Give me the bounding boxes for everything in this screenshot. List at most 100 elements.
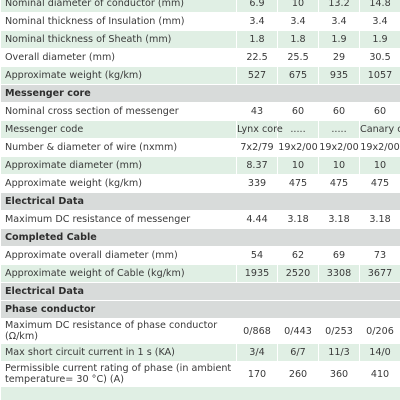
cell-value: 3/4 (236, 343, 278, 362)
section-title: Electrical Data (0, 192, 400, 211)
cell-value: 3308 (318, 264, 360, 283)
cell-value: 60 (318, 102, 360, 121)
cell-value: 13.2 (318, 0, 360, 13)
row-label: Approximate weight (kg/km) (0, 174, 237, 193)
cell-value: 69 (318, 246, 360, 265)
cell-value: 19x2/00 (277, 138, 319, 157)
cell-value: 3.4 (318, 12, 360, 31)
row-label: Approximate weight of Cable (kg/km) (0, 264, 237, 283)
cell-value: 19x2/00 (359, 138, 400, 157)
cell-value: 0/206 (359, 318, 400, 344)
cell-value: 29 (318, 48, 360, 67)
cell-value: 14/0 (359, 343, 400, 362)
cell-value: 339 (236, 174, 278, 193)
cell-value: Canary core (359, 120, 400, 139)
cell-value: 360 (318, 361, 360, 387)
row-label: Number & diameter of wire (nxmm) (0, 138, 237, 157)
cell-value: 3.18 (359, 210, 400, 229)
section-title: Electrical Data (0, 282, 400, 301)
cell-value: 30.5 (359, 48, 400, 67)
cell-value: 3677 (359, 264, 400, 283)
data-row (0, 386, 400, 400)
section-row: Messenger core (0, 84, 400, 103)
row-label: Permissible current rating of phase (in … (0, 361, 237, 387)
data-row: Approximate weight of Cable (kg/km) 1935 2… (0, 264, 400, 283)
row-label: Approximate weight (kg/km) (0, 66, 237, 85)
cell-value: 410 (359, 361, 400, 387)
cell-value: 4.44 (236, 210, 278, 229)
cell-value: 22.5 (236, 48, 278, 67)
row-label: Maximum DC resistance of phase conductor… (0, 318, 237, 344)
data-row: Permissible current rating of phase (in … (0, 361, 400, 387)
data-row: Approximate overall diameter (mm) 54 62 69 7… (0, 246, 400, 265)
cell-value: 10 (277, 156, 319, 175)
cell-value: 170 (236, 361, 278, 387)
section-title: Completed Cable (0, 228, 400, 247)
cell-value: 19x2/00 (318, 138, 360, 157)
section-title: Phase conductor (0, 300, 400, 319)
row-label: Nominal cross section of messenger (0, 102, 237, 121)
cell-value: 8.37 (236, 156, 278, 175)
data-row: Nominal thickness of Sheath (mm) 1.8 1.8 1.… (0, 30, 400, 49)
data-row: Overall diameter (mm) 22.5 25.5 29 30.5 (0, 48, 400, 67)
cell-value: 10 (318, 156, 360, 175)
cell-value: 10 (359, 156, 400, 175)
row-label: Nominal diameter of conductor (mm) (0, 0, 237, 13)
cell-value: 475 (277, 174, 319, 193)
cell-value: 62 (277, 246, 319, 265)
row-label: Maximum DC resistance of messenger (0, 210, 237, 229)
cell-value: 475 (318, 174, 360, 193)
cell-value: 73 (359, 246, 400, 265)
data-row: Messenger code Lynx core.......... Canary … (0, 120, 400, 139)
cell-value: 2520 (277, 264, 319, 283)
cell-value: 0/443 (277, 318, 319, 344)
section-row: Completed Cable (0, 228, 400, 247)
cell-value: 3.4 (236, 12, 278, 31)
cell-value: 1.9 (359, 30, 400, 49)
cell-value: 6/7 (277, 343, 319, 362)
section-row: Electrical Data (0, 192, 400, 211)
data-row: Number & diameter of wire (nxmm) 7x2/79 19… (0, 138, 400, 157)
data-row: Max short circuit current in 1 s (KA) 3/4… (0, 343, 400, 362)
row-label: Approximate overall diameter (mm) (0, 246, 237, 265)
cell-value: 3.4 (277, 12, 319, 31)
cell-value: 1057 (359, 66, 400, 85)
cell-value: 60 (359, 102, 400, 121)
cell-value: Lynx core (236, 120, 283, 139)
row-label: Nominal thickness of Insulation (mm) (0, 12, 237, 31)
section-row: Electrical Data (0, 282, 400, 301)
cell-value: 3.18 (318, 210, 360, 229)
section-title: Messenger core (0, 84, 400, 103)
data-row: Nominal diameter of conductor (mm) 6.9 10 1… (0, 0, 400, 13)
row-label: Max short circuit current in 1 s (KA) (0, 343, 237, 362)
cell-value: 1.8 (236, 30, 278, 49)
cell-value: 3.18 (277, 210, 319, 229)
data-row: Nominal cross section of messenger 43 60 60… (0, 102, 400, 121)
cell-value: 54 (236, 246, 278, 265)
cell-value: 6.9 (236, 0, 278, 13)
cell-value: 10 (277, 0, 319, 13)
cell-value: 1.8 (277, 30, 319, 49)
data-row: Approximate diameter (mm) 8.37 10 10 10 (0, 156, 400, 175)
row-label: Overall diameter (mm) (0, 48, 237, 67)
row-label (0, 386, 400, 400)
data-row: Maximum DC resistance of phase conductor… (0, 318, 400, 344)
cell-value: 527 (236, 66, 278, 85)
row-label: Nominal thickness of Sheath (mm) (0, 30, 237, 49)
row-label: Approximate diameter (mm) (0, 156, 237, 175)
row-label: Messenger code (0, 120, 237, 139)
data-row: Nominal thickness of Insulation (mm) 3.4 3… (0, 12, 400, 31)
section-row: Phase conductor (0, 300, 400, 319)
cell-value: 14.8 (359, 0, 400, 13)
cell-value: 475 (359, 174, 400, 193)
cell-value: ..... (318, 120, 360, 139)
cell-value: 25.5 (277, 48, 319, 67)
data-row: Maximum DC resistance of messenger 4.44 3.… (0, 210, 400, 229)
cell-value: 675 (277, 66, 319, 85)
cell-value: 1935 (236, 264, 278, 283)
cell-value: 11/3 (318, 343, 360, 362)
data-row: Approximate weight (kg/km) 339 475 475 475 (0, 174, 400, 193)
cell-value: 0/868 (236, 318, 278, 344)
